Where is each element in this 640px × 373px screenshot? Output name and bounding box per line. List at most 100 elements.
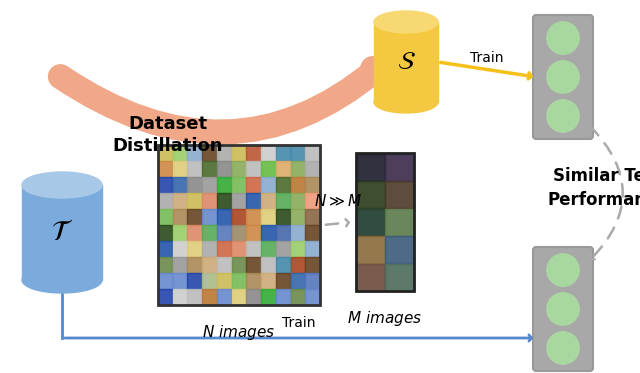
Bar	[158, 241, 172, 257]
Bar	[217, 161, 231, 177]
FancyBboxPatch shape	[533, 15, 593, 139]
Bar	[276, 161, 291, 177]
Bar	[217, 177, 231, 193]
Bar	[173, 289, 187, 305]
Bar	[356, 264, 385, 291]
Bar	[305, 257, 320, 273]
FancyBboxPatch shape	[533, 247, 593, 371]
Bar	[232, 289, 246, 305]
Bar	[173, 257, 187, 273]
Bar	[158, 145, 320, 305]
Bar	[356, 154, 385, 181]
Bar	[246, 193, 260, 209]
Bar	[261, 273, 275, 289]
Bar	[246, 273, 260, 289]
Bar	[173, 273, 187, 289]
Bar	[276, 193, 291, 209]
Bar	[158, 209, 172, 225]
Bar	[202, 161, 216, 177]
Bar	[385, 209, 413, 236]
Bar	[305, 209, 320, 225]
Bar	[261, 145, 275, 161]
Bar	[276, 257, 291, 273]
Bar	[356, 153, 414, 291]
Bar	[291, 273, 305, 289]
Bar	[188, 257, 202, 273]
Bar	[188, 289, 202, 305]
Bar	[261, 161, 275, 177]
Text: Train: Train	[470, 51, 504, 65]
Bar	[202, 193, 216, 209]
Bar	[173, 225, 187, 241]
Bar	[188, 225, 202, 241]
Bar	[158, 257, 172, 273]
Ellipse shape	[22, 267, 102, 293]
Bar	[305, 241, 320, 257]
Circle shape	[547, 61, 579, 93]
Bar	[305, 177, 320, 193]
Bar	[291, 241, 305, 257]
Bar	[291, 161, 305, 177]
Bar	[217, 225, 231, 241]
Bar	[173, 241, 187, 257]
Bar	[232, 241, 246, 257]
Bar	[261, 241, 275, 257]
Bar	[291, 225, 305, 241]
Bar	[261, 177, 275, 193]
Bar	[261, 289, 275, 305]
Bar	[356, 209, 385, 236]
Text: $\mathcal{S}$: $\mathcal{S}$	[397, 50, 415, 74]
Bar	[173, 193, 187, 209]
Bar	[158, 273, 172, 289]
Bar	[188, 209, 202, 225]
Bar	[173, 145, 187, 161]
Bar	[291, 193, 305, 209]
Bar	[202, 225, 216, 241]
Bar	[202, 145, 216, 161]
Bar	[232, 257, 246, 273]
Bar	[22, 185, 102, 280]
Bar	[188, 161, 202, 177]
Text: $N \gg M$: $N \gg M$	[314, 193, 362, 209]
Bar	[305, 273, 320, 289]
Bar	[158, 193, 172, 209]
Bar	[217, 289, 231, 305]
Bar	[232, 273, 246, 289]
Bar	[276, 209, 291, 225]
Bar	[356, 236, 385, 263]
Bar	[246, 241, 260, 257]
Bar	[385, 154, 413, 181]
Text: $\mathcal{T}$: $\mathcal{T}$	[51, 219, 73, 247]
Bar	[202, 209, 216, 225]
Bar	[246, 209, 260, 225]
Bar	[232, 145, 246, 161]
Bar	[276, 145, 291, 161]
Bar	[188, 177, 202, 193]
Bar	[232, 209, 246, 225]
Bar	[217, 145, 231, 161]
Bar	[276, 289, 291, 305]
Bar	[385, 236, 413, 263]
Bar	[385, 264, 413, 291]
Bar	[246, 289, 260, 305]
Bar	[232, 177, 246, 193]
Bar	[158, 161, 172, 177]
Bar	[202, 177, 216, 193]
Bar	[217, 193, 231, 209]
Bar	[217, 257, 231, 273]
Bar	[232, 161, 246, 177]
Bar	[305, 161, 320, 177]
Bar	[305, 193, 320, 209]
Bar	[246, 177, 260, 193]
Text: $N$ images: $N$ images	[202, 323, 276, 342]
Bar	[232, 193, 246, 209]
Text: $M$ images: $M$ images	[348, 309, 422, 328]
Bar	[158, 289, 172, 305]
Bar	[202, 241, 216, 257]
Bar	[261, 193, 275, 209]
Text: Dataset
Distillation: Dataset Distillation	[113, 115, 223, 155]
Bar	[276, 273, 291, 289]
Bar	[202, 257, 216, 273]
Bar	[188, 145, 202, 161]
Bar	[291, 145, 305, 161]
